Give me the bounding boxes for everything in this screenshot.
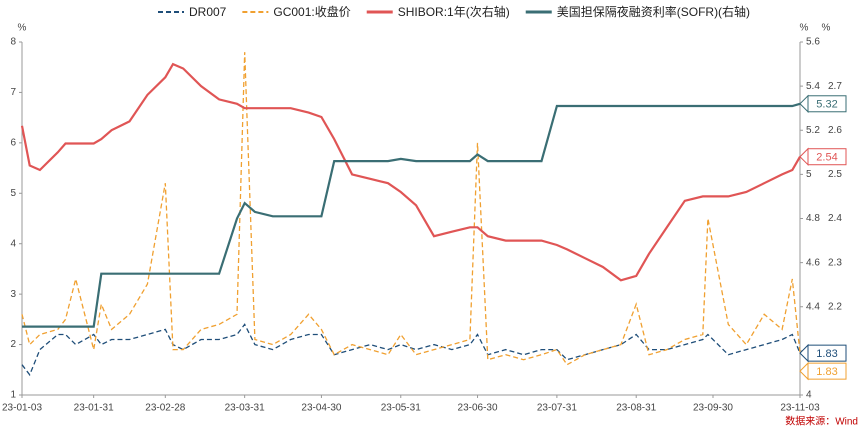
x-tick-label: 23-07-31 <box>537 403 577 414</box>
series-line <box>21 52 801 366</box>
legend-label: GC001:收盘价 <box>273 4 350 19</box>
y2-tick-label: 4.4 <box>806 301 820 312</box>
value-box <box>807 344 847 362</box>
value-label: 2.54 <box>816 152 837 164</box>
y-tick-label: 8 <box>10 37 16 48</box>
y2-tick-label: 4.6 <box>806 257 820 268</box>
value-box <box>807 362 847 380</box>
x-tick-label: 23-01-03 <box>2 403 42 414</box>
y-tick-label: 7 <box>10 87 16 98</box>
y2-tick-label: 5.4 <box>806 81 820 92</box>
value-pointer <box>799 343 809 363</box>
y2-tick-label: 4 <box>806 390 812 401</box>
series-line <box>20 62 801 282</box>
y3-tick-label: 2.6 <box>828 125 842 136</box>
value-label: 5.32 <box>816 99 837 111</box>
y3-unit: % <box>822 23 831 34</box>
y3-tick-label: 2.3 <box>828 257 842 268</box>
x-tick-label: 23-01-31 <box>74 403 114 414</box>
series-line <box>22 102 801 328</box>
x-tick-label: 23-02-28 <box>145 403 185 414</box>
value-pointer <box>799 94 809 113</box>
value-label: 1.83 <box>816 366 837 378</box>
y2-unit: % <box>800 23 809 34</box>
y3-tick-label: 2.5 <box>828 169 842 180</box>
value-box <box>807 148 847 166</box>
y2-tick-label: 5 <box>806 169 812 180</box>
y3-tick-label: 2.2 <box>828 301 842 312</box>
value-label: 1.83 <box>816 348 837 360</box>
y-tick-label: 3 <box>10 289 16 300</box>
legend-label: SHIBOR:1年(次右轴) <box>398 4 510 19</box>
y-tick-label: 2 <box>10 339 16 350</box>
legend-label: DR007 <box>189 5 227 19</box>
y2-tick-label: 5.2 <box>806 125 820 136</box>
y2-tick-label: 5.6 <box>806 37 820 48</box>
y-tick-label: 4 <box>10 238 16 249</box>
y-tick-label: 6 <box>10 137 16 148</box>
y2-tick-label: 4.8 <box>806 213 820 224</box>
x-tick-label: 23-08-31 <box>616 403 656 414</box>
x-tick-label: 23-05-31 <box>381 403 421 414</box>
source: 数据来源：Wind <box>785 415 858 428</box>
y3-tick-label: 2.4 <box>828 213 842 224</box>
y3-tick-label: 2.7 <box>828 81 842 92</box>
value-pointer <box>799 147 809 166</box>
y-tick-label: 5 <box>10 188 16 199</box>
x-tick-label: 23-04-30 <box>301 403 341 414</box>
x-tick-label: 23-03-31 <box>225 403 265 414</box>
x-tick-label: 23-09-30 <box>693 403 733 414</box>
y-unit: % <box>18 23 27 34</box>
x-tick-label: 23-06-30 <box>458 403 498 414</box>
legend-label: 美国担保隔夜融资利率(SOFR)(右轴) <box>557 4 750 19</box>
series-line <box>21 323 801 377</box>
y-tick-label: 1 <box>10 390 16 401</box>
value-pointer <box>799 361 809 381</box>
value-box <box>807 95 847 113</box>
x-tick-label: 23-11-03 <box>780 403 820 414</box>
